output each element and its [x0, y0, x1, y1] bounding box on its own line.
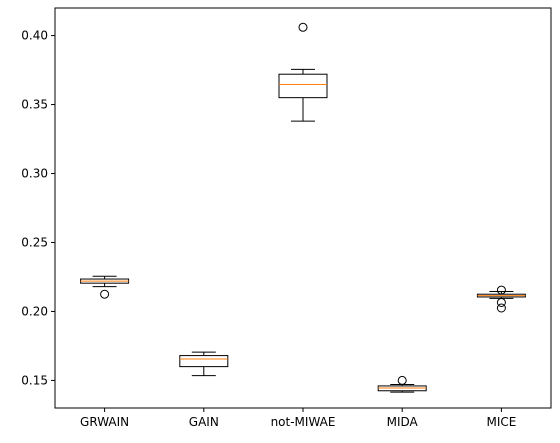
y-tick-label: 0.15	[21, 373, 48, 387]
iqr-box	[179, 355, 229, 368]
y-tick-label: 0.25	[21, 235, 48, 249]
outlier-point	[496, 297, 506, 307]
x-tick-label: GRWAIN	[80, 415, 129, 429]
y-tick-label: 0.20	[21, 304, 48, 318]
y-tick-label: 0.35	[21, 98, 48, 112]
y-axis: 0.15 0.20 0.25 0.30 0.35 0.40	[21, 29, 55, 387]
boxes-layer	[80, 22, 526, 393]
box-gain	[179, 351, 229, 377]
x-axis: GRWAIN GAIN not-MIWAE MIDA MICE	[80, 408, 516, 429]
box-grwain	[80, 275, 130, 299]
box-not-miwae	[278, 22, 328, 122]
x-tick-label: MIDA	[387, 415, 419, 429]
outlier-point	[100, 289, 110, 299]
iqr-box	[278, 73, 328, 99]
outlier-point	[298, 22, 308, 32]
y-tick-label: 0.40	[21, 29, 48, 43]
plot-frame	[54, 7, 552, 409]
box-mida	[377, 375, 427, 393]
y-tick-label: 0.30	[21, 167, 48, 181]
outlier-point	[496, 303, 506, 313]
x-tick-label: MICE	[486, 415, 516, 429]
x-tick-label: GAIN	[189, 415, 219, 429]
outlier-point	[496, 285, 506, 295]
box-mice	[476, 285, 526, 313]
outlier-point	[397, 375, 407, 385]
x-tick-label: not-MIWAE	[271, 415, 336, 429]
